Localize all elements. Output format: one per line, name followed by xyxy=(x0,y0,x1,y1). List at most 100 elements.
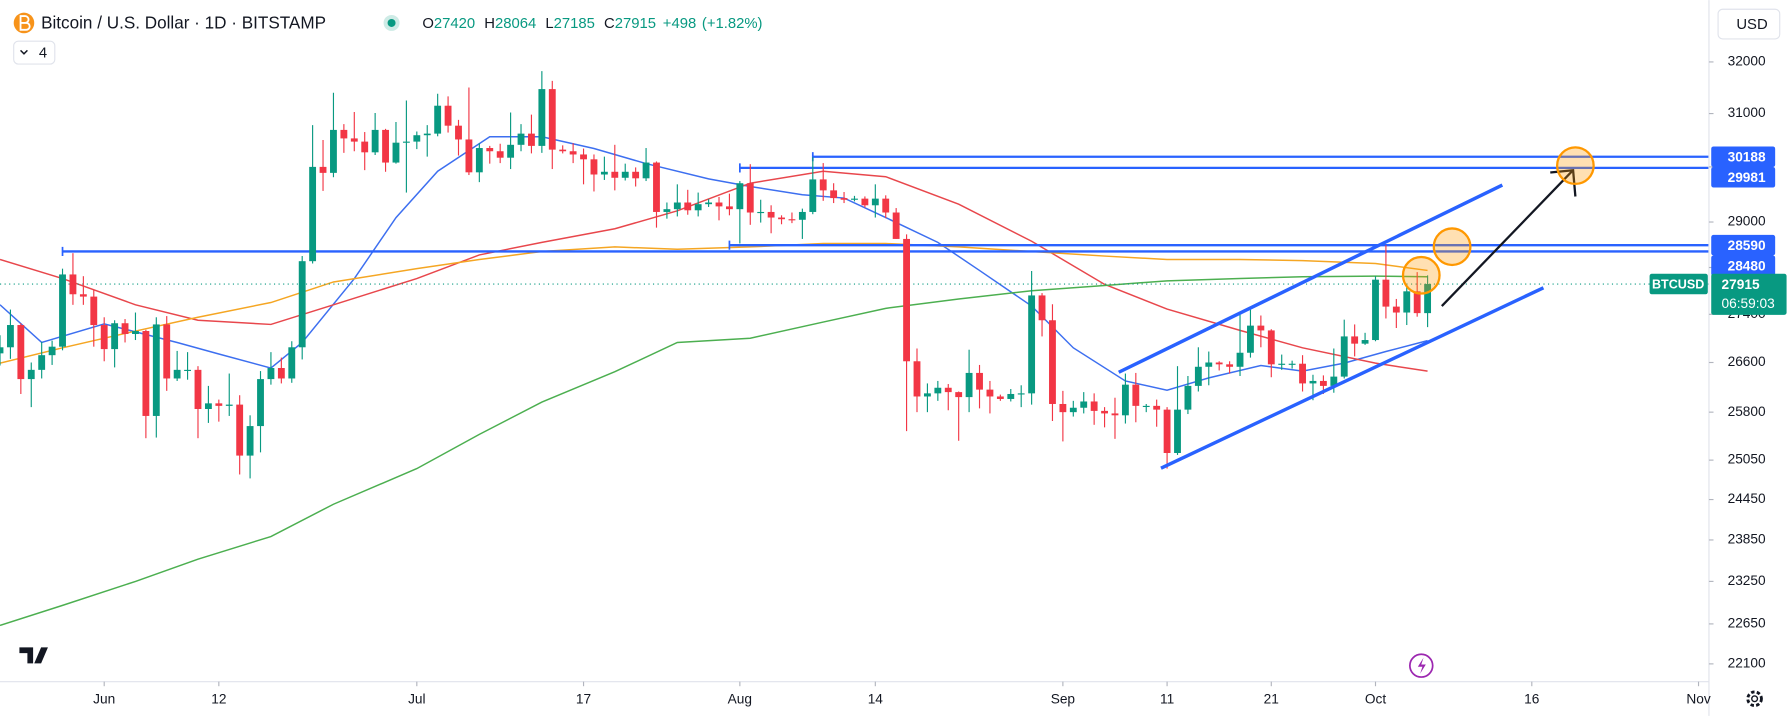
x-tick-label: 12 xyxy=(211,692,226,707)
candle-body xyxy=(1215,362,1223,365)
symbol-tag xyxy=(1649,273,1708,295)
y-tick-label: 26600 xyxy=(1728,354,1766,369)
candle-body xyxy=(726,206,733,210)
settings-hub xyxy=(1751,695,1759,703)
candle-body xyxy=(1142,405,1150,408)
candle-body xyxy=(882,198,890,213)
last-price-tag xyxy=(1711,273,1787,315)
candle-body xyxy=(965,372,973,398)
channel-lower xyxy=(1160,286,1545,470)
candle-body xyxy=(298,261,306,348)
candle-body xyxy=(736,183,744,210)
candle-body xyxy=(194,369,202,410)
y-tick-label: 23250 xyxy=(1728,573,1766,588)
axes: 3200031000300002900028200274002660025800… xyxy=(93,54,1787,707)
symbol-label: BTCUSD xyxy=(1652,277,1704,291)
y-tick-label: 32000 xyxy=(1728,54,1766,69)
candle-body xyxy=(6,325,14,348)
candle-body xyxy=(590,159,598,175)
candle-body xyxy=(976,372,983,390)
candle-body xyxy=(236,404,244,456)
y-tick-label: 22100 xyxy=(1728,655,1766,670)
settings-icon[interactable] xyxy=(1746,690,1763,708)
channel-upper xyxy=(1117,183,1504,374)
tradingview-logo[interactable] xyxy=(19,647,48,664)
candle-body xyxy=(100,325,108,350)
candle-body xyxy=(653,162,660,212)
candle-body xyxy=(903,238,911,362)
y-tick-label: 24450 xyxy=(1728,491,1766,506)
currency-button[interactable] xyxy=(1717,8,1781,40)
candle-body xyxy=(1372,279,1379,341)
candle-body xyxy=(1007,393,1015,399)
candle-body xyxy=(830,190,838,199)
candle-body xyxy=(1351,336,1359,344)
candle-body xyxy=(840,198,848,200)
candle-body xyxy=(1153,405,1161,410)
level-price-tag xyxy=(1711,255,1776,276)
candle-body xyxy=(444,105,452,126)
ohlc-prefix: C xyxy=(604,16,615,32)
x-tick-label: 16 xyxy=(1524,692,1540,707)
candle-body xyxy=(257,379,264,427)
candle-body xyxy=(246,426,254,456)
candle-body xyxy=(673,202,681,210)
candle-body xyxy=(1101,410,1108,414)
candle-body xyxy=(757,211,765,214)
candle-body xyxy=(79,294,87,297)
indicators-toggle[interactable] xyxy=(13,40,56,65)
candle-body xyxy=(38,355,46,370)
candle-body xyxy=(528,133,535,146)
candle-body xyxy=(1382,279,1390,307)
candle-body xyxy=(1038,295,1046,321)
candle-body xyxy=(1309,380,1317,384)
candle-body xyxy=(184,369,191,371)
candle-body xyxy=(1392,306,1400,313)
candle-body xyxy=(1111,413,1119,416)
x-tick-label: Oct xyxy=(1365,692,1386,707)
candle-body xyxy=(538,89,546,146)
y-tick-label: 22650 xyxy=(1728,616,1766,631)
candle-body xyxy=(851,198,858,200)
ohlc-value: 27185 xyxy=(554,16,595,32)
candle-body xyxy=(204,403,212,410)
candle-body xyxy=(340,129,348,139)
level-price-label: 28480 xyxy=(1728,258,1766,273)
candle-body xyxy=(465,139,473,173)
candle-body xyxy=(277,368,285,379)
candle-body xyxy=(1049,320,1056,404)
chevron xyxy=(20,49,28,55)
candle-body xyxy=(819,179,827,191)
candle-body xyxy=(1236,352,1244,367)
candle-body xyxy=(1299,363,1306,384)
candle-body xyxy=(475,148,483,173)
candle-body xyxy=(1257,325,1265,331)
moving-average xyxy=(0,242,1428,364)
footer-icons xyxy=(19,647,1763,708)
y-tick-label: 25050 xyxy=(1728,452,1766,467)
candle-body xyxy=(392,142,400,163)
level-price-tag xyxy=(1711,146,1776,168)
candle-body xyxy=(559,149,567,152)
events-icon[interactable] xyxy=(1408,653,1434,678)
x-tick-label: Jul xyxy=(408,692,426,707)
candle-body xyxy=(1163,409,1171,454)
candle-body xyxy=(934,387,942,394)
candle-body xyxy=(871,198,879,206)
x-tick-label: Sep xyxy=(1051,692,1076,707)
currency-label: USD xyxy=(1736,17,1767,33)
candle-body xyxy=(1184,385,1192,410)
candle-body xyxy=(486,148,494,152)
ohlc-value: 27420 xyxy=(434,16,475,32)
candle-body xyxy=(684,202,692,211)
ohlc-prefix: O xyxy=(422,16,434,32)
level-price-label: 30188 xyxy=(1728,149,1766,164)
level-price-label: 28590 xyxy=(1728,238,1766,253)
candle-body xyxy=(705,202,713,205)
candle-body xyxy=(923,393,931,397)
candle-body xyxy=(1205,362,1213,367)
candle-body xyxy=(496,151,504,158)
candle-body xyxy=(580,154,587,160)
coin-glyph xyxy=(19,15,31,31)
candle-body xyxy=(173,369,181,379)
